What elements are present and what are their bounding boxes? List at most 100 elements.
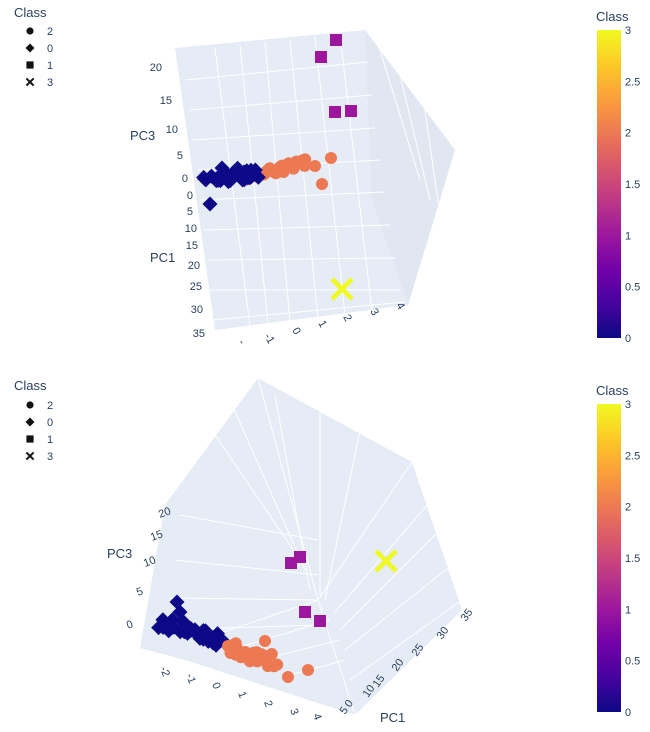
colorbar-tick-label: 1 xyxy=(625,230,631,242)
bottom-scene[interactable]: 20 15 10 5 0 PC3 -2 -1 0 1 2 3 4 0 5 10 … xyxy=(107,377,476,725)
top-pc2-tick: 2 xyxy=(340,313,353,324)
legend-diamond-icon xyxy=(25,43,35,53)
bottom-pc1-tick: 5 xyxy=(338,705,351,717)
colorbar-tick-label: 0.5 xyxy=(625,656,640,668)
top-pc1-tick: 0 xyxy=(187,190,193,202)
colorbar-tick-label: 2.5 xyxy=(625,450,640,462)
class-2-point xyxy=(268,660,281,673)
class-2-point xyxy=(262,649,275,662)
bottom-legend-title: Class xyxy=(14,378,47,393)
class-1-point xyxy=(329,106,341,118)
top-pc3-tick: 0 xyxy=(182,173,188,185)
bottom-grid xyxy=(164,377,463,716)
bottom-pc1-tick: 0 xyxy=(343,698,356,710)
bottom-pc1-tick: 20 xyxy=(390,657,407,674)
class-2-point xyxy=(309,160,321,172)
top-pc3-tick: 10 xyxy=(166,124,178,136)
top-colorbar-ticks: 0 0.5 1 1.5 2 2.5 3 xyxy=(625,25,640,345)
bottom-pc3-tick: 15 xyxy=(149,528,165,543)
top-pc1-tick: 30 xyxy=(191,304,203,316)
legend-entry-label[interactable]: 1 xyxy=(47,60,53,72)
bottom-pc1-tick: 35 xyxy=(459,607,476,624)
bottom-pc3-tick: 5 xyxy=(135,585,145,598)
top-scene[interactable]: 20 15 10 5 0 PC3 0 5 10 15 20 25 30 35 P… xyxy=(130,30,455,347)
top-colorbar-gradient xyxy=(597,30,621,338)
bottom-pc3-tick: 10 xyxy=(142,554,158,569)
legend-diamond-icon xyxy=(25,417,35,427)
top-pc3-ticks: 20 15 10 5 0 xyxy=(150,62,188,185)
legend-entry-label[interactable]: 0 xyxy=(47,43,53,55)
top-pc1-tick: 15 xyxy=(186,240,198,252)
class-1-point xyxy=(285,557,297,569)
legend-entry-label[interactable]: 3 xyxy=(47,77,53,89)
legend-square-icon xyxy=(26,435,34,443)
top-pc1-tick: 35 xyxy=(193,328,205,340)
bottom-colorbar-title: Class xyxy=(596,383,629,398)
bottom-pc2-tick: 2 xyxy=(261,699,274,709)
bottom-pc2-tick: 3 xyxy=(287,707,300,717)
legend-x-icon xyxy=(25,77,35,87)
class-3-point xyxy=(374,549,398,573)
class-2-point xyxy=(282,671,294,683)
bottom-pc2-tick: 0 xyxy=(209,681,222,691)
top-pc3-axis-title: PC3 xyxy=(130,128,155,143)
class-2-point xyxy=(316,178,328,190)
top-colorbar-title: Class xyxy=(596,9,629,24)
bottom-pc3-tick: 20 xyxy=(157,505,173,520)
class-0-point xyxy=(202,196,218,212)
class-1-point xyxy=(315,51,327,63)
legend-entry-label[interactable]: 3 xyxy=(47,451,53,463)
class-1-point xyxy=(345,105,357,117)
colorbar-tick-label: 0 xyxy=(625,333,631,345)
bottom-pc1-tick: 15 xyxy=(371,673,388,690)
top-pc1-axis-title: PC1 xyxy=(150,250,175,265)
colorbar-tick-label: 2.5 xyxy=(625,76,640,88)
top-pc2-tick: 3 xyxy=(367,307,380,318)
bottom-pc3-ticks: 20 15 10 5 0 xyxy=(125,505,173,631)
class-2-point xyxy=(325,152,337,164)
top-pc3-tick: 5 xyxy=(177,150,183,162)
class-2-point xyxy=(239,646,252,659)
top-pc3-tick: 15 xyxy=(160,95,172,107)
top-pc2-tick: 1 xyxy=(315,319,328,330)
top-pc2-tick: 4 xyxy=(393,301,406,312)
bottom-pc2-tick: 1 xyxy=(235,690,248,700)
colorbar-tick-label: 1.5 xyxy=(625,553,640,565)
class-1-point xyxy=(299,606,311,618)
colorbar-tick-label: 1 xyxy=(625,604,631,616)
colorbar-tick-label: 0.5 xyxy=(625,282,640,294)
top-pc1-tick: 10 xyxy=(185,223,197,235)
class-2-point xyxy=(259,635,271,647)
top-pc2-tick: 0 xyxy=(289,326,302,337)
bottom-colorbar: Class 0 0.5 1 1.5 2 2.5 3 xyxy=(596,383,640,719)
class-2-point xyxy=(263,164,276,177)
class-0-point xyxy=(172,604,188,620)
colorbar-tick-label: 1.5 xyxy=(625,179,640,191)
bottom-pc1-ticks: 0 5 10 15 20 25 30 35 xyxy=(338,607,476,717)
colorbar-tick-label: 3 xyxy=(625,25,631,37)
class-2-point xyxy=(302,664,314,676)
class-0-point xyxy=(183,623,199,639)
colorbar-tick-label: 3 xyxy=(625,399,631,411)
legend-circle-icon xyxy=(26,401,34,409)
legend-entry-label[interactable]: 2 xyxy=(47,26,53,38)
class-1-point xyxy=(314,615,326,627)
top-colorbar: Class 0 0.5 1 1.5 2 2.5 3 xyxy=(596,9,640,345)
colorbar-tick-label: 0 xyxy=(625,707,631,719)
bottom-data-points xyxy=(151,549,398,683)
legend-entry-label[interactable]: 1 xyxy=(47,434,53,446)
bottom-pc1-tick: 30 xyxy=(435,625,452,642)
bottom-pc2-tick: -1 xyxy=(183,672,198,685)
legend-entry-label[interactable]: 0 xyxy=(47,417,53,429)
legend-entry-label[interactable]: 2 xyxy=(47,400,53,412)
legend-circle-icon xyxy=(26,27,34,35)
class-1-point xyxy=(330,34,342,46)
top-pc2-tick: - xyxy=(235,338,247,347)
top-legend-title: Class xyxy=(14,5,47,20)
legend-x-icon xyxy=(25,451,35,461)
